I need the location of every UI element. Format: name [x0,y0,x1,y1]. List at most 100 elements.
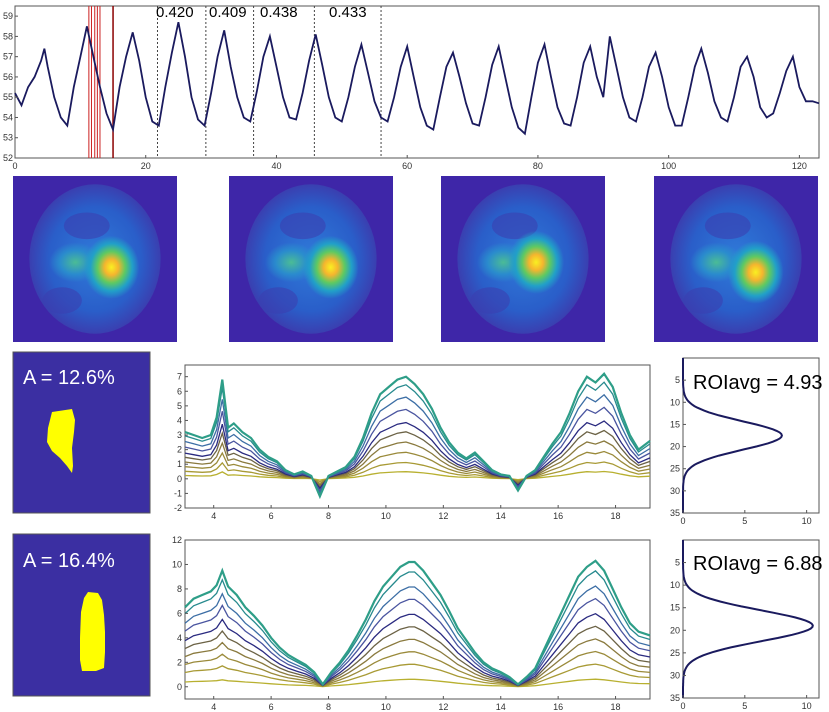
profile-series-s5 [184,420,651,490]
profile-chart-2: 4 6 8 10 12 14 16 18 0 2 4 6 8 10 12 [172,535,651,712]
profile-lines [184,372,651,500]
profile-series-s8 [184,450,651,485]
x-tick-label: 16 [553,702,563,712]
x-tick-label: 12 [438,511,448,521]
y-tick-label: 57 [3,52,13,62]
x-tick-label: 0 [12,161,17,171]
x-tick-label: 14 [496,511,506,521]
profile-series-s2 [184,570,651,686]
x-tick-label: 6 [269,511,274,521]
y-tick-label: -2 [174,503,182,513]
trace-ticks: 0 20 40 60 80 100 120 52 53 54 55 56 57 58 59 [3,11,807,171]
heatmap-cold-spot [63,212,110,240]
y-tick-label: 10 [670,397,680,407]
y-tick-label: 30 [670,486,680,496]
y-tick-label: 4 [177,633,182,643]
y-tick-label: 25 [670,464,680,474]
respiratory-trace-panel: 0 20 40 60 80 100 120 52 53 54 55 56 57 58 59 0.420 0.… [3,4,820,171]
roi-average-label: ROIavg = 6.88 [693,553,823,575]
profile-series-s4 [184,597,651,687]
x-tick-label: 18 [611,702,621,712]
histogram-axes-frame [682,357,820,514]
heatmap-row [13,176,818,342]
y-tick-label: 0 [177,682,182,692]
profile-series-s3 [184,585,651,686]
y-tick-label: 54 [3,112,13,122]
x-tick-label: 12 [438,702,448,712]
x-tick-label: 20 [141,161,151,171]
y-tick-label: 20 [670,442,680,452]
heatmap-frame-2 [229,176,393,342]
x-tick-label: 10 [381,702,391,712]
y-tick-label: 35 [670,693,680,703]
histogram-ticks: 5 10 15 20 25 30 350 5 10 [670,558,812,711]
profile-series-s2 [184,381,651,497]
y-tick-label: 1 [177,459,182,469]
profile-series-s1 [184,372,651,500]
profile-series-s7 [184,638,651,687]
x-tick-label: 14 [496,702,506,712]
y-tick-label: -1 [174,488,182,498]
heatmap-hotspot [302,235,359,299]
histogram-2: 5 10 15 20 25 30 350 5 10 ROIavg = 6.88 [670,539,823,711]
trace-line [14,22,820,136]
y-tick-label: 10 [670,580,680,590]
profile-series-s6 [184,429,651,488]
histogram-axes-frame [682,539,820,699]
x-tick-label: 8 [326,702,331,712]
profile-ticks: 4 6 8 10 12 14 16 18 0 2 4 6 8 10 12 [172,535,621,712]
heatmap-hotspot [83,235,140,299]
profile-series-s6 [184,625,651,687]
roi-average-label: ROIavg = 4.93 [693,372,823,394]
profile-series-s9 [184,461,651,483]
heatmap-cold-spot [491,212,538,240]
y-tick-label: 35 [670,508,680,518]
histogram-1: 5 10 15 20 25 30 350 5 10 ROIavg = 4.93 [670,357,823,526]
y-tick-label: 53 [3,133,13,143]
y-tick-label: 2 [177,445,182,455]
profile-axes-frame [184,539,651,700]
area-label: A = 16.4% [23,550,115,572]
mask-roi-shape [80,592,105,671]
profile-series-s9 [184,663,651,687]
x-tick-label: 100 [661,161,676,171]
y-tick-label: 55 [3,92,13,102]
x-tick-label: 60 [402,161,412,171]
histogram-ticks: 5 10 15 20 25 30 350 5 10 [670,375,812,526]
x-tick-label: 8 [326,511,331,521]
profile-series-s8 [184,650,651,687]
profile-series-s1 [184,559,651,687]
y-tick-label: 0 [177,474,182,484]
heatmap-cold-spot [42,287,82,314]
y-tick-label: 8 [177,584,182,594]
y-tick-label: 10 [172,559,182,569]
y-tick-label: 4 [177,415,182,425]
heatmap-hotspot [508,230,564,294]
x-tick-label: 10 [802,516,812,526]
cycle-value-2: 0.409 [209,4,247,21]
y-tick-label: 12 [172,535,182,545]
x-tick-label: 40 [271,161,281,171]
area-label: A = 12.6% [23,367,115,389]
y-tick-label: 5 [675,558,680,568]
x-tick-label: 18 [611,511,621,521]
x-tick-label: 0 [680,701,685,711]
histogram-curve [682,540,814,698]
y-tick-label: 56 [3,72,13,82]
y-tick-label: 15 [670,603,680,613]
heatmap-hotspot [727,240,784,304]
cycle-value-4: 0.433 [329,4,367,21]
heatmap-frame-4 [654,176,818,342]
y-tick-label: 3 [177,430,182,440]
mask-panel-2: A = 16.4% [12,533,151,697]
cycle-value-1: 0.420 [156,4,194,21]
heatmap-cold-spot [470,287,510,314]
x-tick-label: 6 [269,702,274,712]
heatmap-cold-spot [279,212,326,240]
trace-markers [88,6,382,158]
x-tick-label: 80 [533,161,543,171]
mask-background [12,351,151,514]
